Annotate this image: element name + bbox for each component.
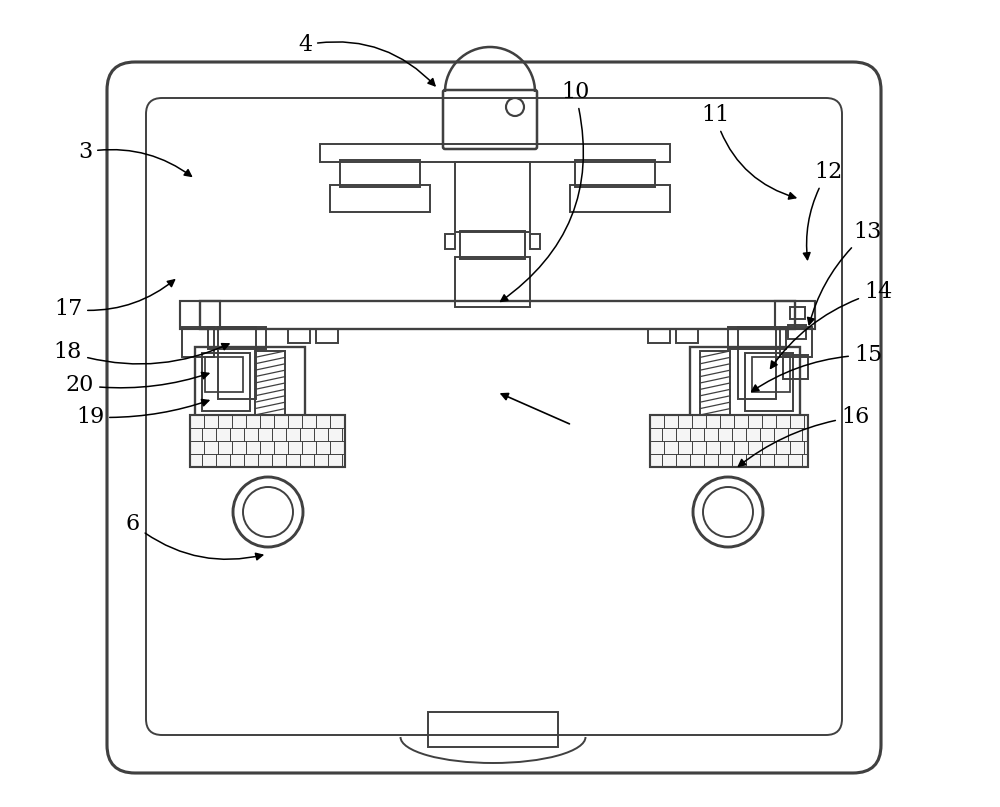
Bar bbox=[650, 415, 808, 467]
Text: 6: 6 bbox=[126, 513, 263, 560]
Text: 16: 16 bbox=[739, 406, 869, 466]
Bar bbox=[182, 327, 214, 357]
Text: 3: 3 bbox=[78, 141, 191, 176]
Bar bbox=[775, 301, 815, 329]
Bar bbox=[190, 415, 345, 467]
Bar bbox=[460, 231, 525, 259]
Text: 4: 4 bbox=[298, 34, 435, 86]
Bar bbox=[218, 327, 256, 399]
Bar bbox=[180, 301, 220, 329]
Bar bbox=[316, 329, 338, 343]
Text: 14: 14 bbox=[771, 281, 892, 368]
Bar bbox=[340, 160, 420, 187]
Bar bbox=[752, 357, 790, 392]
Bar bbox=[455, 257, 530, 307]
Bar bbox=[200, 301, 795, 329]
Bar bbox=[530, 234, 540, 249]
Text: 20: 20 bbox=[66, 372, 209, 396]
Bar bbox=[676, 329, 698, 343]
Bar bbox=[195, 347, 305, 417]
Bar bbox=[288, 329, 310, 343]
Text: 12: 12 bbox=[803, 161, 842, 260]
Text: 15: 15 bbox=[752, 344, 882, 391]
Bar bbox=[648, 329, 670, 343]
Text: 17: 17 bbox=[54, 280, 175, 320]
Text: 10: 10 bbox=[501, 81, 589, 301]
Bar bbox=[255, 351, 285, 415]
Text: 19: 19 bbox=[76, 399, 209, 428]
Bar bbox=[455, 162, 530, 232]
Text: 18: 18 bbox=[54, 341, 229, 364]
Bar bbox=[780, 327, 812, 357]
Bar bbox=[783, 355, 808, 379]
Bar bbox=[728, 327, 786, 349]
Bar bbox=[690, 347, 800, 417]
Text: 13: 13 bbox=[808, 221, 882, 324]
Bar bbox=[745, 353, 793, 411]
Bar bbox=[208, 327, 266, 349]
Bar bbox=[575, 160, 655, 187]
Bar bbox=[738, 327, 776, 399]
Bar bbox=[445, 234, 455, 249]
Bar bbox=[788, 325, 806, 339]
Text: 11: 11 bbox=[701, 104, 796, 199]
Bar bbox=[205, 357, 243, 392]
Bar bbox=[202, 353, 250, 411]
Bar bbox=[330, 185, 430, 212]
Bar bbox=[790, 307, 805, 319]
Bar bbox=[428, 712, 558, 747]
Bar bbox=[700, 351, 730, 415]
Bar bbox=[570, 185, 670, 212]
Bar bbox=[320, 144, 670, 162]
